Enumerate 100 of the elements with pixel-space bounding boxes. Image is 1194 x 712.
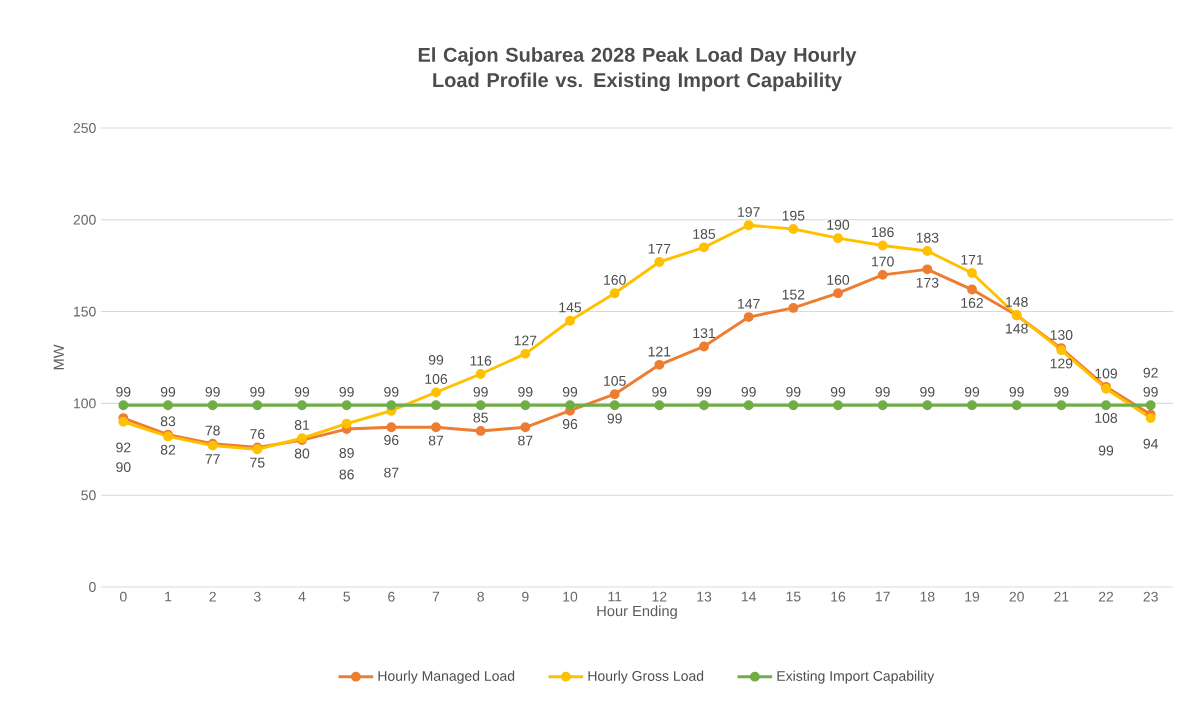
data-label: 99 [250, 386, 265, 397]
data-label: 99 [116, 386, 131, 397]
data-label: 80 [294, 448, 310, 459]
x-tick-label: 1 [165, 591, 172, 602]
data-label: 148 [1006, 296, 1028, 307]
data-label: 96 [384, 435, 399, 446]
data-label: 99 [741, 386, 756, 397]
data-label: 170 [872, 256, 894, 267]
data-label: 127 [514, 335, 537, 346]
data-label: 160 [604, 274, 626, 285]
data-label: 99 [160, 386, 176, 397]
data-label: 152 [782, 289, 805, 300]
data-label: 99 [205, 386, 220, 397]
x-tick-label: 15 [786, 591, 801, 602]
data-label: 173 [916, 277, 939, 288]
data-label: 147 [738, 298, 760, 309]
data-label: 185 [693, 229, 716, 239]
data-label: 99 [518, 386, 533, 397]
data-label: 99 [875, 386, 890, 397]
data-label: 89 [339, 447, 354, 458]
data-label: 116 [470, 355, 492, 366]
data-label: 83 [160, 416, 176, 427]
x-tick-label: 20 [1009, 591, 1024, 602]
data-label: 99 [607, 413, 622, 424]
data-label: 171 [961, 254, 983, 265]
data-label: 148 [1006, 323, 1028, 334]
legend-label: Hourly Managed Load [378, 670, 515, 684]
data-label: 82 [160, 444, 176, 455]
chart-title: El Cajon Subarea 2028 Peak Load Day Hourly Load Profile vs. Existing Import Capability [418, 47, 857, 92]
x-tick-label: 10 [563, 591, 578, 602]
data-label: 99 [384, 386, 399, 397]
data-label: 177 [648, 243, 671, 254]
data-label: 99 [1143, 386, 1158, 397]
x-tick-label: 7 [432, 591, 440, 602]
legend-label: Existing Import Capability [777, 670, 935, 684]
data-label: 197 [738, 207, 760, 217]
data-label: 121 [648, 346, 671, 357]
x-tick-label: 5 [343, 591, 350, 602]
data-label: 94 [1143, 438, 1159, 449]
data-label: 131 [693, 328, 715, 339]
x-tick-label: 0 [119, 591, 127, 602]
data-label: 99 [696, 386, 712, 397]
data-label: 76 [250, 429, 265, 440]
data-label: 129 [1050, 358, 1073, 369]
x-axis-title: Hour Ending [597, 605, 677, 620]
data-label: 81 [294, 419, 310, 430]
x-tick-label: 8 [477, 591, 484, 602]
data-label: 183 [916, 232, 939, 243]
x-tick-label: 6 [388, 591, 395, 602]
data-label: 85 [473, 412, 488, 423]
data-label: 162 [961, 297, 983, 308]
x-tick-label: 11 [608, 591, 622, 602]
data-label: 92 [1143, 367, 1158, 378]
data-label: 105 [604, 375, 626, 386]
x-tick-label: 23 [1143, 591, 1158, 602]
data-label: 99 [964, 386, 980, 397]
y-tick-label: 150 [74, 306, 96, 317]
x-tick-label: 14 [741, 591, 757, 602]
data-label: 86 [339, 469, 354, 480]
x-tick-label: 18 [920, 591, 935, 602]
data-label: 92 [116, 442, 131, 453]
data-label: 130 [1050, 330, 1073, 340]
data-label: 99 [1098, 445, 1114, 456]
data-label: 90 [116, 462, 131, 473]
data-label: 99 [294, 386, 310, 397]
data-label: 145 [559, 302, 582, 313]
y-tick-label: 0 [89, 582, 96, 592]
data-label: 108 [1095, 413, 1118, 423]
data-label: 99 [562, 386, 578, 397]
y-tick-label: 200 [73, 214, 96, 225]
data-label: 96 [562, 419, 578, 430]
x-tick-label: 9 [522, 591, 529, 602]
data-label: 186 [872, 227, 894, 238]
data-label: 99 [339, 386, 354, 397]
x-tick-label: 2 [209, 591, 216, 602]
data-label: 99 [1054, 386, 1069, 397]
data-label: 87 [384, 467, 399, 478]
legend-label: Hourly Gross Load [588, 670, 704, 684]
data-label: 87 [428, 435, 444, 446]
x-tick-label: 16 [831, 591, 846, 602]
y-tick-label: 100 [74, 398, 96, 409]
data-label: 99 [473, 386, 488, 397]
data-label: 99 [830, 386, 846, 397]
data-label: 109 [1095, 368, 1118, 379]
data-label: 190 [827, 219, 850, 230]
x-tick-label: 22 [1098, 591, 1114, 602]
data-label: 99 [1009, 386, 1024, 397]
data-label: 78 [205, 425, 220, 436]
data-label: 99 [920, 386, 935, 397]
x-tick-label: 17 [875, 591, 890, 602]
data-label: 87 [518, 435, 533, 446]
data-label: 106 [425, 374, 448, 384]
y-tick-label: 250 [73, 123, 96, 133]
y-axis-title: MW [53, 344, 64, 370]
x-tick-label: 13 [697, 591, 712, 602]
data-label: 99 [652, 386, 667, 397]
x-tick-label: 19 [965, 591, 980, 602]
data-label: 99 [428, 354, 444, 365]
data-label: 195 [782, 210, 805, 221]
data-label: 77 [205, 454, 220, 464]
